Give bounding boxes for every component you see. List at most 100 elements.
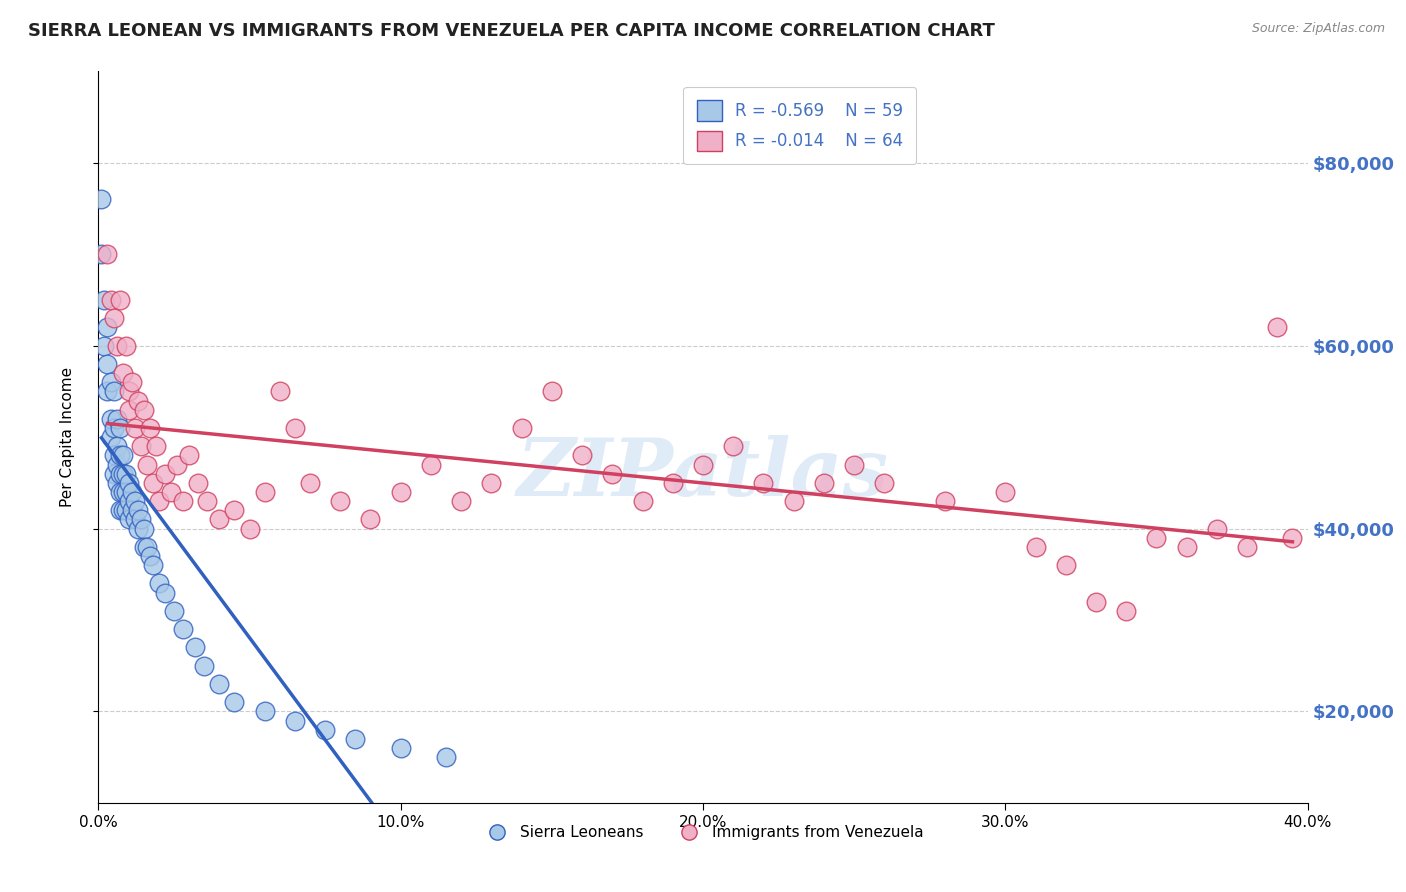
Point <box>540 384 562 399</box>
Point <box>118 512 141 526</box>
Point <box>163 604 186 618</box>
Point <box>1085 594 1108 608</box>
Point <box>124 421 146 435</box>
Point <box>127 503 149 517</box>
Point <box>111 484 134 499</box>
Point <box>434 750 457 764</box>
Point <box>118 402 141 417</box>
Point <box>103 421 125 435</box>
Point <box>389 740 412 755</box>
Point <box>994 484 1017 499</box>
Point <box>1024 540 1046 554</box>
Text: Source: ZipAtlas.com: Source: ZipAtlas.com <box>1251 22 1385 36</box>
Point <box>90 247 112 261</box>
Point <box>96 357 118 371</box>
Point <box>118 475 141 490</box>
Point <box>224 503 246 517</box>
Point <box>129 512 152 526</box>
Text: SIERRA LEONEAN VS IMMIGRANTS FROM VENEZUELA PER CAPITA INCOME CORRELATION CHART: SIERRA LEONEAN VS IMMIGRANTS FROM VENEZU… <box>28 22 995 40</box>
Point <box>103 467 125 481</box>
Point <box>602 467 624 481</box>
Point <box>121 375 143 389</box>
Point <box>153 585 176 599</box>
Point <box>1054 558 1077 573</box>
Point <box>239 521 262 535</box>
Point <box>118 494 141 508</box>
Point <box>299 475 322 490</box>
Point <box>118 384 141 399</box>
Point <box>103 384 125 399</box>
Point <box>129 439 152 453</box>
Point <box>1236 540 1258 554</box>
Point <box>108 467 131 481</box>
Point <box>253 484 276 499</box>
Text: ZIPatlas: ZIPatlas <box>517 435 889 512</box>
Point <box>135 458 157 472</box>
Point <box>127 521 149 535</box>
Point <box>571 448 593 462</box>
Point <box>114 338 136 352</box>
Point <box>813 475 835 490</box>
Point <box>114 467 136 481</box>
Point <box>187 475 209 490</box>
Point <box>111 467 134 481</box>
Point <box>783 494 806 508</box>
Point <box>135 540 157 554</box>
Point <box>108 421 131 435</box>
Point <box>1281 531 1303 545</box>
Point <box>934 494 956 508</box>
Point <box>172 622 194 636</box>
Point <box>105 458 128 472</box>
Point <box>105 411 128 425</box>
Point <box>93 338 115 352</box>
Point <box>253 705 276 719</box>
Point <box>124 512 146 526</box>
Point <box>844 458 866 472</box>
Point <box>105 475 128 490</box>
Point <box>1115 604 1137 618</box>
Point <box>96 320 118 334</box>
Point <box>344 731 367 746</box>
Point <box>692 458 714 472</box>
Point <box>139 549 162 563</box>
Point <box>1144 531 1167 545</box>
Point <box>224 695 246 709</box>
Point <box>208 512 231 526</box>
Point <box>184 640 207 655</box>
Point <box>100 375 122 389</box>
Point <box>96 384 118 399</box>
Point <box>96 247 118 261</box>
Point <box>1206 521 1229 535</box>
Point <box>166 458 188 472</box>
Y-axis label: Per Capita Income: Per Capita Income <box>60 367 75 508</box>
Point <box>132 402 155 417</box>
Point <box>132 521 155 535</box>
Point <box>145 439 167 453</box>
Point <box>90 192 112 206</box>
Point <box>193 658 215 673</box>
Point <box>510 421 533 435</box>
Point <box>148 576 170 591</box>
Point <box>105 338 128 352</box>
Point <box>108 293 131 307</box>
Point <box>93 293 115 307</box>
Point <box>284 714 307 728</box>
Point <box>111 366 134 380</box>
Point <box>100 293 122 307</box>
Point <box>723 439 745 453</box>
Point <box>269 384 291 399</box>
Point <box>121 484 143 499</box>
Point <box>450 494 472 508</box>
Point <box>179 448 201 462</box>
Point <box>127 393 149 408</box>
Point <box>132 540 155 554</box>
Point <box>105 439 128 453</box>
Point <box>139 421 162 435</box>
Point <box>160 484 183 499</box>
Point <box>752 475 775 490</box>
Point <box>314 723 336 737</box>
Point <box>389 484 412 499</box>
Point <box>142 558 165 573</box>
Point <box>1267 320 1289 334</box>
Point <box>481 475 503 490</box>
